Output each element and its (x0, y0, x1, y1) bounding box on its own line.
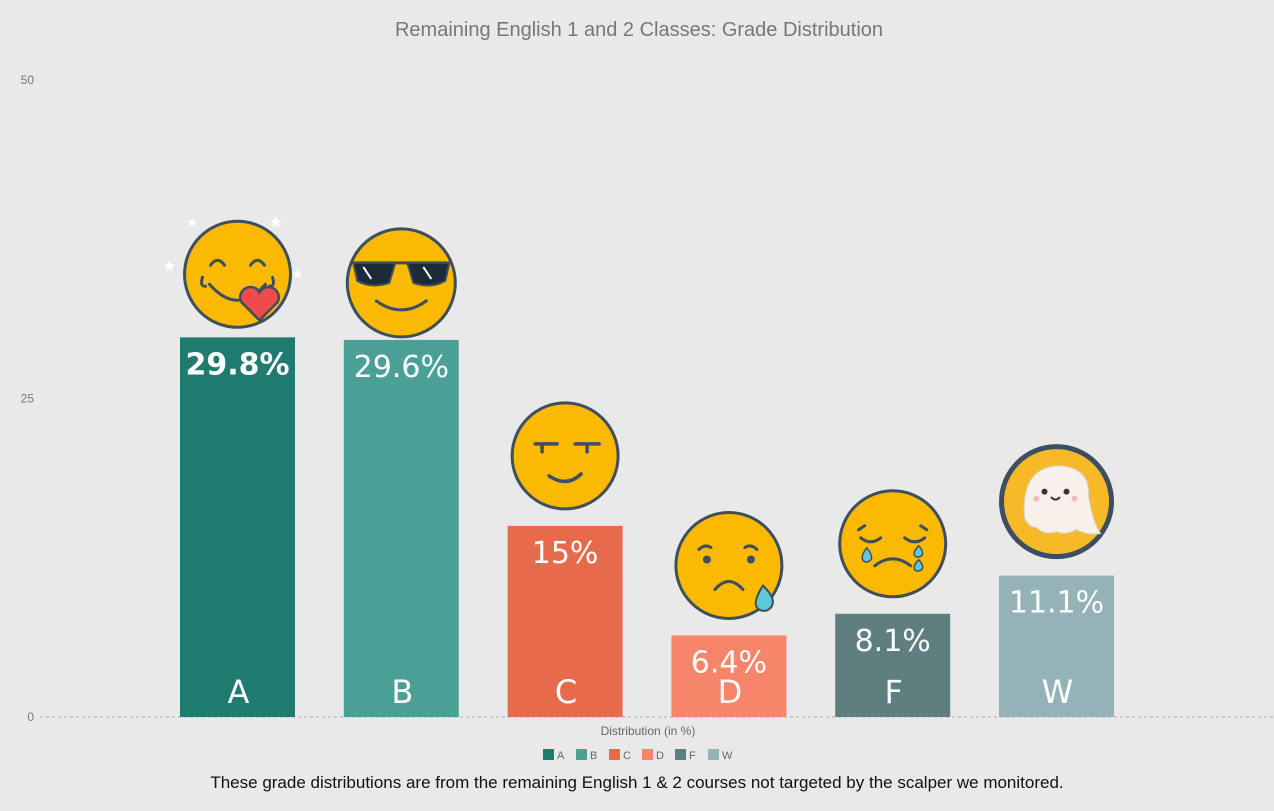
bar-value-label: 11.1% (1009, 586, 1104, 621)
legend-swatch (543, 749, 554, 760)
legend-swatch (708, 749, 719, 760)
legend-label: C (623, 750, 631, 762)
bar-value-label: 8.1% (855, 624, 931, 659)
chart-title: Remaining English 1 and 2 Classes: Grade… (395, 19, 883, 41)
bar-category-label: C (555, 673, 577, 711)
legend-swatch (609, 749, 620, 760)
legend-swatch (675, 749, 686, 760)
legend-swatch (642, 749, 653, 760)
caption: These grade distributions are from the r… (210, 773, 1064, 792)
bar-w (999, 575, 1114, 717)
sad-sweat-icon (674, 511, 784, 620)
legend-label: W (722, 750, 733, 762)
bar-value-label: 29.8% (185, 347, 289, 382)
legend-label: D (656, 750, 664, 762)
y-axis: 0 25 50 (21, 73, 35, 724)
ghost-icon (999, 444, 1114, 560)
bar-value-label: 15% (532, 536, 599, 571)
crying-icon (838, 489, 948, 599)
star-struck-heart-icon (163, 216, 303, 329)
y-tick-label: 50 (21, 73, 35, 87)
bar-category-label: D (718, 673, 743, 711)
bar-category-label: W (1042, 673, 1074, 711)
bar-f (835, 613, 951, 717)
bar-value-label: 6.4% (691, 645, 767, 680)
legend-swatch (576, 749, 587, 760)
legend-label: B (590, 750, 597, 762)
smirk-icon (510, 401, 620, 511)
legend-label: F (689, 750, 696, 762)
bar-chart: Remaining English 1 and 2 Classes: Grade… (21, 19, 1274, 762)
bar-value-label: 29.6% (354, 350, 449, 385)
emoji-icons (163, 216, 1114, 620)
bar-d (671, 635, 787, 717)
y-tick-label: 25 (21, 392, 35, 406)
bar-category-label: F (884, 673, 902, 711)
sunglasses-icon (345, 227, 457, 339)
bar-category-label: A (228, 673, 250, 711)
bar-category-label: B (391, 673, 413, 711)
legend-label: A (557, 750, 565, 762)
bar-a (180, 337, 295, 717)
x-axis-label: Distribution (in %) (601, 724, 696, 738)
bars: 29.8% A 29.6% B 15% C 6.4%D 8.1% F 11.1% W (180, 337, 1114, 717)
bar-b (343, 339, 459, 717)
bar-c (507, 525, 623, 717)
y-tick-label: 0 (27, 710, 34, 724)
